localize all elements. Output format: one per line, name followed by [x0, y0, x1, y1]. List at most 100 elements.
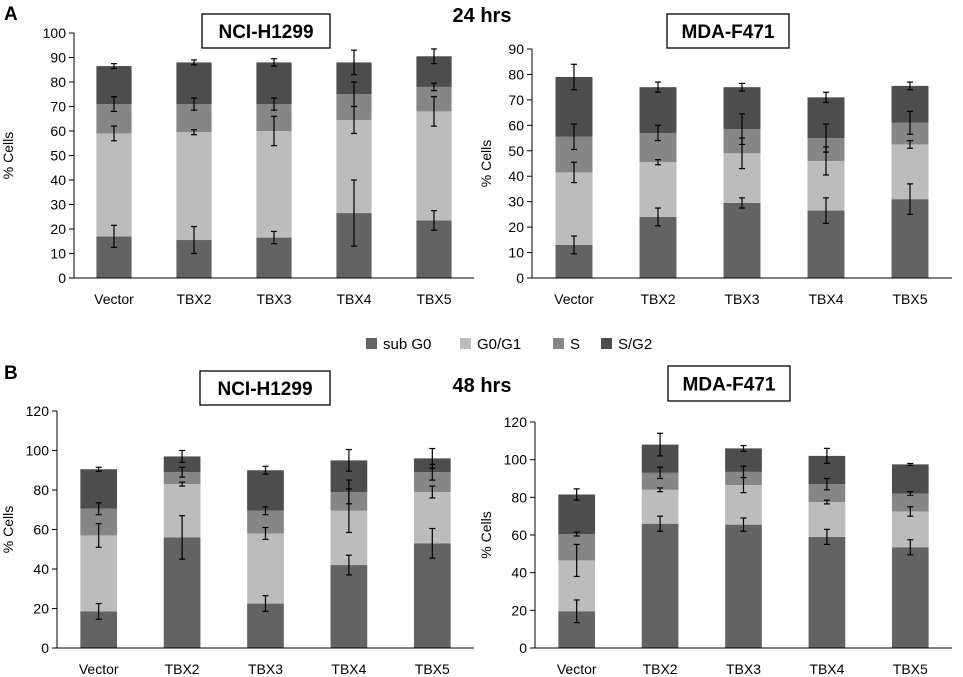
- bar-sub-g0-tbx2: [639, 216, 677, 278]
- y-tick-label: 50: [50, 148, 66, 164]
- bar-s-tbx2: [163, 472, 201, 485]
- bar-s-g2-vector: [80, 469, 118, 509]
- y-tick-label: 120: [26, 403, 50, 419]
- y-tick-label: 30: [50, 197, 66, 213]
- bar-g0-g1-vector: [80, 535, 118, 612]
- y-tick-label: 100: [26, 443, 50, 459]
- bar-s-g2-vector: [558, 494, 596, 535]
- bar-s-tbx4: [808, 484, 846, 503]
- bar-g0-g1-tbx3: [247, 533, 284, 604]
- bar-s-tbx5: [891, 493, 929, 512]
- bar-g0-g1-tbx5: [416, 111, 452, 221]
- bar-sub-g0-tbx5: [413, 543, 451, 648]
- y-tick-label: 80: [511, 489, 527, 505]
- x-tick-label-tbx2: TBX2: [176, 291, 211, 307]
- bar-s-g2-tbx2: [176, 62, 212, 105]
- bar-g0-g1-tbx3: [256, 131, 292, 238]
- x-tick-label-tbx5: TBX5: [892, 291, 927, 307]
- time-label-48hrs: 48 hrs: [453, 375, 512, 397]
- y-tick-label: 30: [508, 194, 524, 210]
- chart-title-box: [667, 365, 791, 402]
- bar-s-g2-tbx3: [725, 448, 762, 472]
- y-tick-label: 80: [33, 482, 49, 498]
- legend-label-sub-g0: sub G0: [383, 336, 431, 353]
- legend-label-g0-g1: G0/G1: [477, 336, 521, 353]
- x-tick-label-vector: Vector: [94, 291, 134, 307]
- y-tick-label: 20: [508, 219, 524, 235]
- y-tick-label: 0: [41, 640, 49, 656]
- y-tick-label: 80: [508, 66, 524, 82]
- y-tick-label: 20: [33, 601, 49, 617]
- y-tick-label: 0: [516, 270, 524, 286]
- chart-title-box: [201, 13, 331, 49]
- y-tick-label: 60: [50, 123, 66, 139]
- x-tick-label-tbx2: TBX2: [643, 661, 678, 677]
- y-tick-label: 90: [508, 41, 524, 57]
- bar-s-tbx3: [247, 510, 284, 534]
- chart-nci-h1299-48hrs: 0 20 40 60 80 100 120 Vector TBX2 TBX3 TBX4 TBX5 % C…: [0, 370, 474, 677]
- x-tick-label-tbx4: TBX4: [336, 291, 371, 307]
- y-tick-label: 40: [508, 168, 524, 184]
- x-tick-label-tbx5: TBX5: [416, 291, 451, 307]
- bar-s-tbx5: [413, 472, 451, 492]
- y-tick-label: 60: [511, 527, 527, 543]
- y-tick-label: 20: [50, 221, 66, 237]
- y-tick-label: 40: [511, 565, 527, 581]
- x-tick-label-tbx5: TBX5: [893, 661, 928, 677]
- y-tick-label: 50: [508, 143, 524, 159]
- bar-g0-g1-vector: [555, 172, 593, 245]
- y-tick-label: 80: [50, 74, 66, 90]
- bar-g0-g1-vector: [96, 133, 132, 237]
- x-tick-label-tbx3: TBX3: [726, 661, 761, 677]
- x-tick-label-tbx4: TBX4: [808, 291, 843, 307]
- y-tick-label: 10: [508, 245, 524, 261]
- bar-sub-g0-tbx4: [330, 565, 368, 648]
- legend-swatch-sub-g0: [366, 338, 377, 349]
- bar-sub-g0-tbx4: [808, 536, 846, 648]
- x-tick-label-tbx2: TBX2: [165, 661, 200, 677]
- x-tick-label-tbx5: TBX5: [415, 661, 450, 677]
- legend-swatch-s: [553, 338, 564, 349]
- x-tick-label-vector: Vector: [554, 291, 594, 307]
- y-axis-label: % Cells: [478, 511, 494, 558]
- y-tick-label: 60: [508, 117, 524, 133]
- chart-title: MDA-F471: [683, 375, 776, 396]
- chart-title: NCI-H1299: [217, 379, 312, 400]
- y-axis-label: % Cells: [0, 132, 16, 179]
- y-tick-label: 70: [508, 92, 524, 108]
- bar-s-g2-tbx3: [256, 62, 292, 105]
- bar-sub-g0-tbx3: [723, 202, 761, 278]
- legend: sub G0 G0/G1 S S/G2: [366, 336, 652, 353]
- chart-title-box: [666, 13, 790, 49]
- y-tick-label: 0: [519, 640, 527, 656]
- y-tick-label: 10: [50, 246, 66, 262]
- bar-sub-g0-tbx3: [725, 524, 762, 648]
- bar-s-g2-tbx3: [247, 470, 284, 511]
- legend-swatch-g0-g1: [460, 338, 471, 349]
- x-tick-label-tbx3: TBX3: [256, 291, 291, 307]
- bar-sub-g0-tbx2: [641, 523, 679, 648]
- x-tick-label-tbx3: TBX3: [724, 291, 759, 307]
- x-tick-label-vector: Vector: [79, 661, 119, 677]
- legend-label-s: S: [570, 336, 580, 353]
- chart-title: MDA-F471: [682, 22, 775, 43]
- bar-g0-g1-tbx2: [176, 132, 212, 241]
- y-axis-label: % Cells: [478, 140, 494, 187]
- chart-mda-f471-48hrs: 0 20 40 60 80 100 120 Vector TBX2 TBX3 TBX4 TBX5 % C…: [478, 365, 952, 677]
- y-axis-label: % Cells: [0, 506, 16, 553]
- y-tick-label: 100: [43, 25, 67, 41]
- chart-title-box: [199, 370, 331, 406]
- panel-label-b: B: [4, 363, 18, 384]
- y-tick-label: 0: [58, 270, 66, 286]
- y-tick-label: 20: [511, 602, 527, 618]
- chart-mda-f471-24hrs: 0 10 20 30 40 50 60 70 80 90 Vector TBX2 TBX3 TBX4 TBX…: [478, 13, 952, 307]
- bar-sub-g0-tbx3: [256, 237, 292, 278]
- y-tick-label: 120: [504, 414, 528, 430]
- bar-s-g2-tbx5: [891, 464, 929, 494]
- y-tick-label: 60: [33, 522, 49, 538]
- bar-sub-g0-tbx5: [891, 547, 929, 648]
- time-label-24hrs: 24 hrs: [453, 5, 512, 27]
- x-tick-label-tbx4: TBX4: [331, 661, 366, 677]
- x-tick-label-vector: Vector: [557, 661, 597, 677]
